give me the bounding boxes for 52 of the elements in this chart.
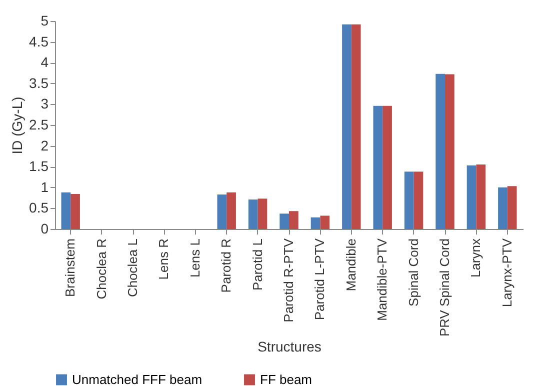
y-tick-label: 3.5 (29, 74, 49, 91)
bar (382, 106, 392, 229)
bar (226, 192, 236, 229)
bar (258, 198, 268, 229)
bar (436, 74, 445, 229)
y-tick-label: 0.5 (29, 200, 49, 216)
bar (466, 165, 476, 229)
y-tick-label: 2.5 (29, 116, 49, 132)
legend-label: Unmatched FFF beam (72, 372, 202, 386)
x-axis-title: Structures (258, 338, 322, 355)
x-tick-label: Lens R (156, 238, 172, 280)
bar (404, 172, 414, 229)
bar (351, 24, 361, 229)
y-tick-label: 0 (40, 220, 49, 236)
x-tick-label: Parotid L-PTV (312, 238, 328, 320)
bar (70, 194, 80, 229)
legend-label: FF beam (260, 372, 312, 386)
bar (342, 24, 352, 229)
x-tick-label: Larynx-PTV (499, 238, 514, 308)
y-tick-label: 4.5 (29, 33, 49, 50)
bar (61, 192, 71, 229)
bar (414, 172, 424, 229)
x-tick-label: Larynx (468, 238, 484, 278)
bar (507, 186, 517, 229)
bar (280, 214, 289, 229)
x-tick-label: Parotid R-PTV (281, 238, 296, 322)
bar (289, 211, 298, 229)
y-tick-label: 3 (40, 96, 49, 112)
x-tick-label: Parotid L (250, 238, 265, 291)
bar (310, 217, 320, 229)
x-tick-label: Parotid R (218, 238, 234, 293)
x-tick-label: Mandible-PTV (374, 238, 390, 321)
bar (373, 106, 383, 229)
x-tick-label: Spinal Cord (406, 238, 421, 306)
x-tick-label: Choclea R (94, 238, 109, 300)
y-tick-label: 2 (40, 137, 49, 154)
bar (320, 216, 330, 229)
bar (445, 74, 454, 229)
bar (476, 164, 486, 229)
y-tick-label: 4 (40, 54, 49, 70)
y-tick-label: 1.5 (29, 158, 49, 174)
bar (498, 187, 508, 229)
y-tick-label: 1 (40, 178, 49, 195)
y-axis-title: ID (Gy-L) (9, 96, 26, 154)
bar (217, 194, 227, 229)
bar (248, 199, 258, 229)
x-tick-label: Choclea L (125, 238, 140, 298)
y-tick-label: 5 (40, 12, 49, 28)
x-tick-label: PRV Spinal Cord (437, 238, 452, 337)
x-tick-label: Lens L (187, 238, 202, 278)
x-tick-label: Mandible (343, 238, 358, 292)
x-tick-label: Brainstem (62, 238, 78, 298)
